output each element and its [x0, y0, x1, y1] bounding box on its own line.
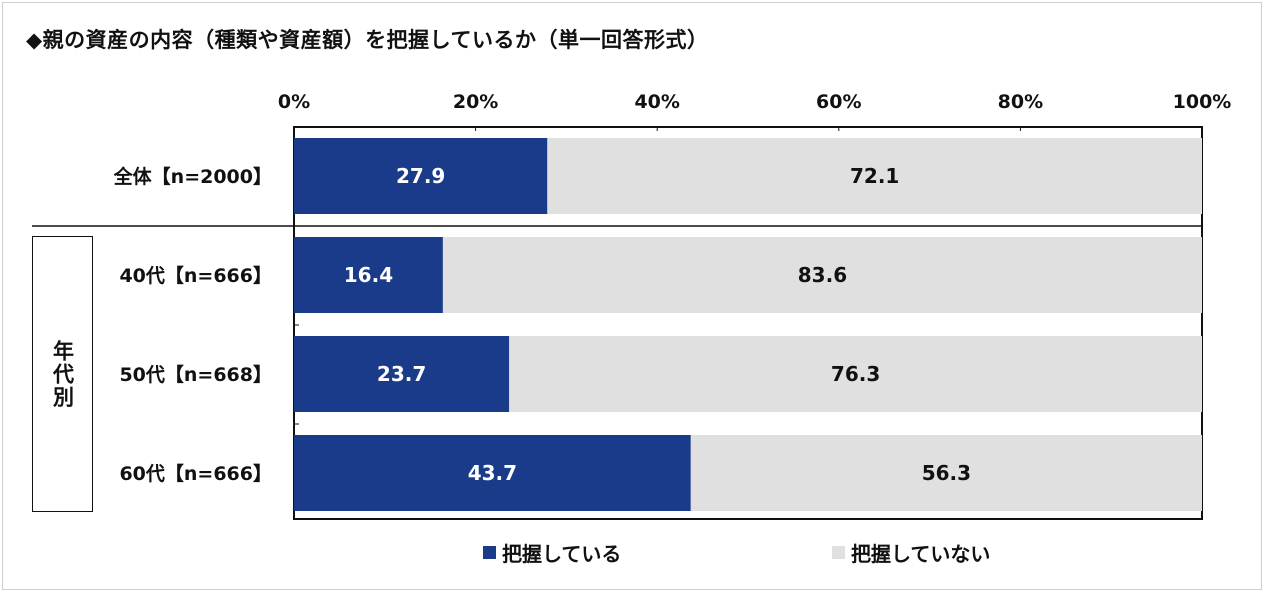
chart-title: ◆親の資産の内容（種類や資産額）を把握しているか（単一回答形式） — [26, 28, 709, 52]
category-label: 40代【n=666】 — [119, 264, 272, 287]
data-label: 27.9 — [396, 164, 445, 188]
bar-unknown — [547, 138, 1202, 214]
bar-unknown — [509, 336, 1202, 412]
data-label: 72.1 — [850, 164, 899, 188]
age-group-box: 年代別 — [32, 236, 93, 512]
bar-known — [294, 138, 548, 214]
data-label: 23.7 — [377, 362, 426, 386]
category-label: 60代【n=666】 — [119, 462, 272, 485]
legend-swatch-known — [483, 546, 496, 559]
x-tick-label: 40% — [634, 91, 679, 113]
data-label: 16.4 — [344, 263, 393, 287]
bar-unknown — [690, 435, 1202, 511]
data-label: 56.3 — [922, 461, 971, 485]
legend-item-known: 把握している — [483, 538, 621, 567]
bar-known — [294, 237, 443, 313]
data-label: 83.6 — [798, 263, 847, 287]
category-label: 50代【n=668】 — [119, 363, 272, 386]
x-tick-label: 0% — [278, 91, 310, 113]
bar-known — [294, 336, 510, 412]
legend-item-unknown: 把握していない — [832, 538, 990, 567]
x-tick-label: 100% — [1173, 91, 1232, 113]
legend-label-known: 把握している — [502, 542, 622, 566]
age-group-label: 年代別 — [50, 339, 75, 409]
x-tick-label: 20% — [453, 91, 498, 113]
x-tick-label: 80% — [998, 91, 1043, 113]
data-label: 76.3 — [831, 362, 880, 386]
category-label: 全体【n=2000】 — [113, 165, 272, 188]
legend-label-unknown: 把握していない — [851, 542, 991, 566]
x-tick-label: 60% — [816, 91, 861, 113]
bar-unknown — [442, 237, 1202, 313]
data-label: 43.7 — [468, 461, 517, 485]
legend-swatch-unknown — [832, 546, 845, 559]
bar-known — [294, 435, 691, 511]
